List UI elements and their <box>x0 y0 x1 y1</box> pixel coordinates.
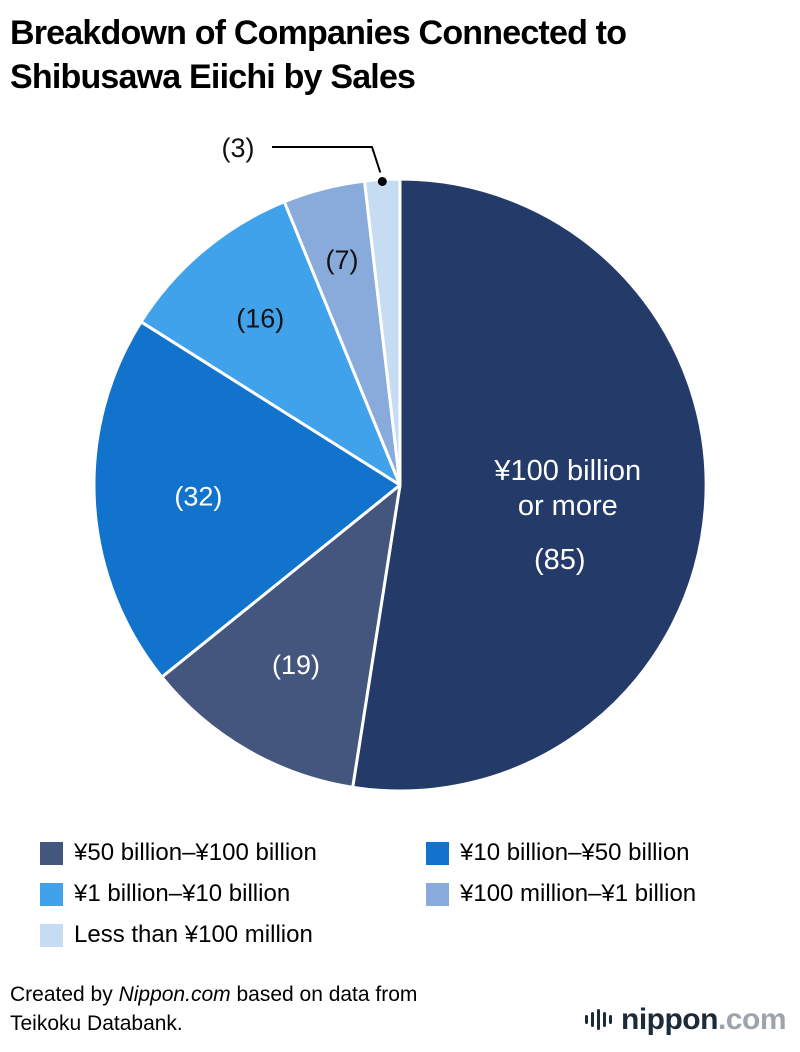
soundwave-icon <box>584 1009 612 1031</box>
legend-label: ¥1 billion–¥10 billion <box>74 880 291 908</box>
legend-swatch <box>426 841 449 865</box>
legend-item-5: Less than ¥100 million <box>40 921 426 949</box>
credit-source-site: Nippon.com <box>118 983 231 1007</box>
pie-slice-4 <box>139 200 402 487</box>
slice-count-label: (16) <box>236 304 284 334</box>
legend-label: ¥100 million–¥1 billion <box>460 880 697 908</box>
legend-swatch <box>40 882 63 906</box>
nippon-logo: nippon.com <box>584 1002 787 1039</box>
legend-item-3: ¥1 billion–¥10 billion <box>40 880 426 908</box>
slice-count-label: (7) <box>326 245 359 275</box>
footer: Created by Nippon.com based on data from… <box>0 981 800 1039</box>
legend-swatch <box>40 923 63 947</box>
slice-count-label: (32) <box>174 482 222 512</box>
slice-label: ¥100 billion <box>493 455 641 487</box>
page-title: Breakdown of Companies Connected to Shib… <box>10 14 627 96</box>
legend-swatch <box>426 882 449 906</box>
pie-slice-3 <box>92 320 402 679</box>
slice-label: or more <box>518 490 618 522</box>
slice-count-label: (19) <box>272 650 320 680</box>
legend-label: Less than ¥100 million <box>74 921 313 949</box>
legend-item-4: ¥100 million–¥1 billion <box>426 880 800 908</box>
chart-legend: ¥50 billion–¥100 billion ¥10 billion–¥50 … <box>0 839 800 949</box>
pie-slice-1 <box>351 177 708 793</box>
pie-slice-2 <box>160 483 402 789</box>
legend-label: ¥10 billion–¥50 billion <box>460 839 690 867</box>
logo-tld: .com <box>717 1002 787 1036</box>
logo-name: nippon <box>621 1002 718 1036</box>
legend-label: ¥50 billion–¥100 billion <box>74 839 317 867</box>
credit-text: Created by Nippon.com based on data from… <box>10 981 417 1039</box>
legend-item-2: ¥10 billion–¥50 billion <box>426 839 800 867</box>
credit-line-2: Teikoku Databank. <box>10 1012 183 1035</box>
slice-count-label: (85) <box>534 544 586 576</box>
legend-swatch <box>40 841 63 865</box>
slice-count-label: (3) <box>222 133 255 163</box>
credit-line-1: Created by Nippon.com based on data from <box>10 983 418 1007</box>
legend-item-1: ¥50 billion–¥100 billion <box>40 839 426 867</box>
callout-line <box>272 146 382 173</box>
callout-dot <box>377 177 387 187</box>
logo-text: nippon.com <box>621 1002 787 1037</box>
